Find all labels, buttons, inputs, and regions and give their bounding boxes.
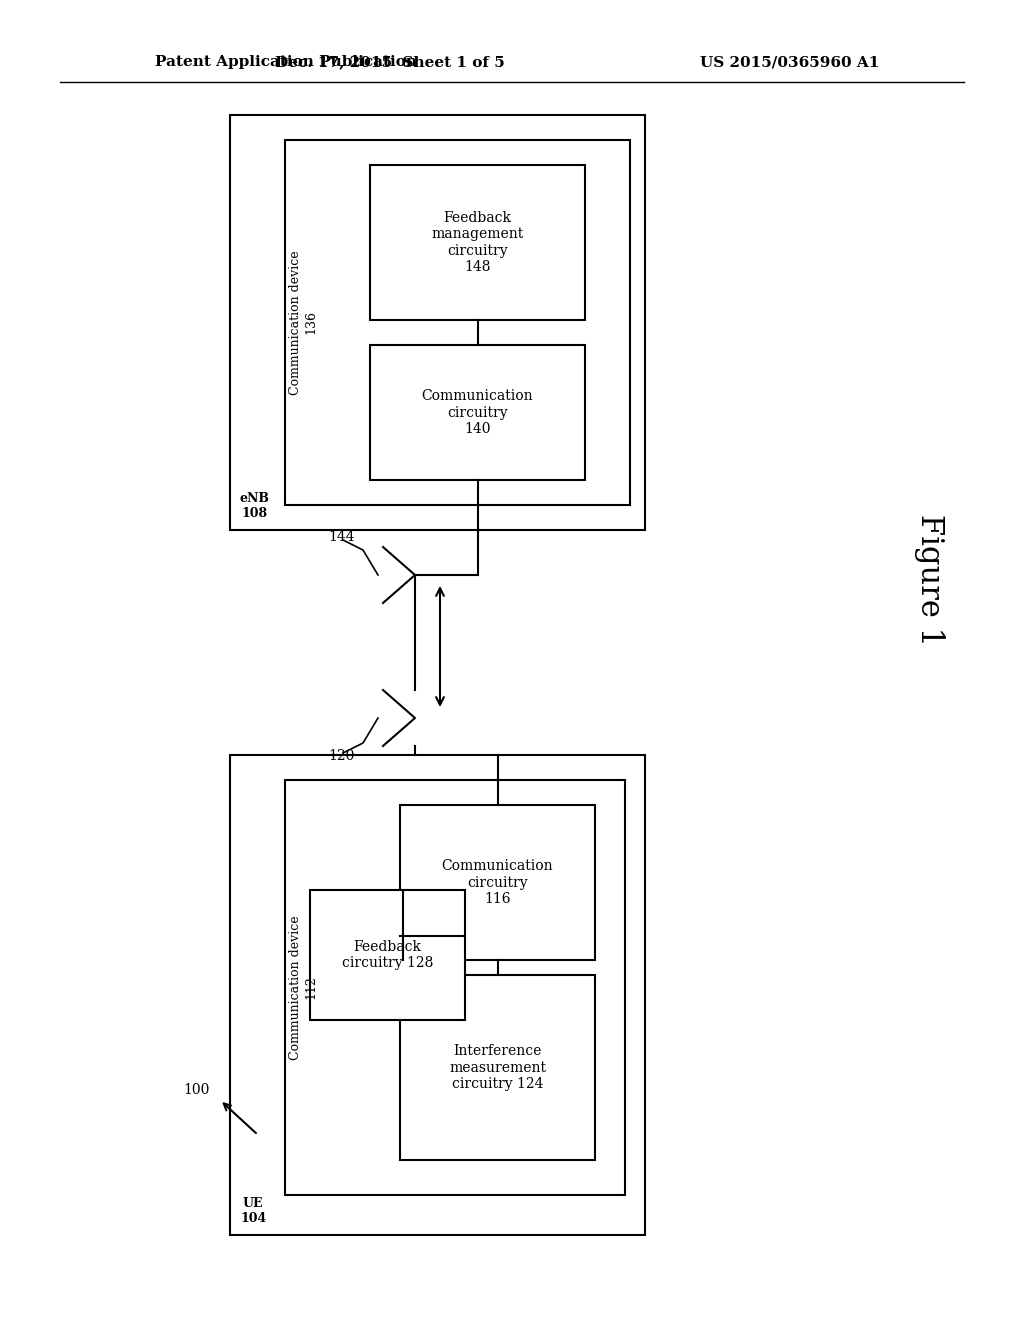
Text: Figure 1: Figure 1 [914,513,945,645]
Bar [285,780,625,1195]
Text: 100: 100 [183,1082,210,1097]
Bar [230,115,645,531]
Text: eNB
108: eNB 108 [240,492,270,520]
Text: Feedback
management
circuitry
148: Feedback management circuitry 148 [431,211,523,273]
Text: Communication device
136: Communication device 136 [289,251,317,395]
Bar [285,140,630,506]
Bar [370,345,585,480]
Text: Communication
circuitry
116: Communication circuitry 116 [441,859,553,906]
Text: Communication
circuitry
140: Communication circuitry 140 [422,389,534,436]
Bar [310,890,465,1020]
Text: US 2015/0365960 A1: US 2015/0365960 A1 [700,55,880,69]
Text: Communication device
112: Communication device 112 [289,915,317,1060]
Text: Patent Application Publication: Patent Application Publication [155,55,417,69]
Text: Feedback
circuitry 128: Feedback circuitry 128 [342,940,433,970]
Text: UE
104: UE 104 [240,1197,266,1225]
Text: Dec. 17, 2015  Sheet 1 of 5: Dec. 17, 2015 Sheet 1 of 5 [275,55,505,69]
Bar [400,805,595,960]
Text: Interference
measurement
circuitry 124: Interference measurement circuitry 124 [449,1044,546,1090]
Bar [370,165,585,319]
Bar [230,755,645,1236]
Text: 144: 144 [328,531,354,544]
Text: 120: 120 [328,748,354,763]
Bar [400,975,595,1160]
